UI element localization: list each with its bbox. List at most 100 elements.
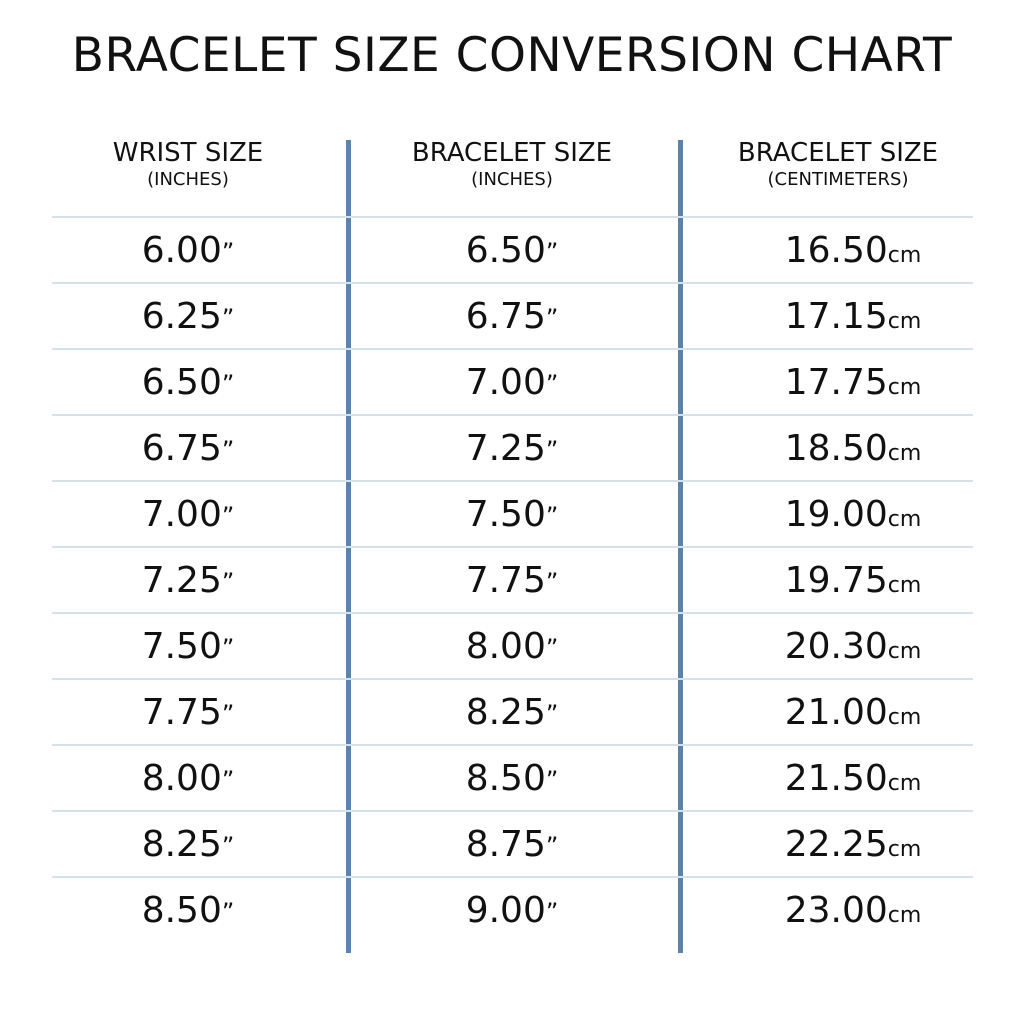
cell-value: 8.00 <box>141 758 222 799</box>
cell-unit: ” <box>221 436 235 464</box>
cell-value: 22.25 <box>784 824 888 865</box>
cell-unit: cm <box>887 375 922 400</box>
cell-unit: cm <box>887 507 922 532</box>
cell-value: 8.25 <box>141 824 222 865</box>
column-header: BRACELET SIZE (CENTIMETERS) <box>688 138 988 192</box>
cell-unit: ” <box>221 304 235 332</box>
column-header-sublabel: (INCHES) <box>147 169 229 190</box>
cell-value: 7.25 <box>465 428 546 469</box>
column-header-sublabel: (INCHES) <box>471 169 553 190</box>
cell-value: 21.00 <box>784 692 888 733</box>
row-divider <box>52 744 973 746</box>
cell-value: 7.25 <box>141 560 222 601</box>
cell-unit: ” <box>221 238 235 266</box>
row-divider <box>52 282 973 284</box>
table-cell: 21.50cm <box>693 759 1013 804</box>
table-cell: 7.25” <box>28 561 348 602</box>
row-divider <box>52 480 973 482</box>
cell-unit: cm <box>887 639 922 664</box>
cell-unit: ” <box>545 700 559 728</box>
table-cell: 6.75” <box>352 297 672 338</box>
cell-value: 7.00 <box>465 362 546 403</box>
row-divider <box>52 810 973 812</box>
cell-unit: ” <box>545 304 559 332</box>
cell-unit: ” <box>545 832 559 860</box>
cell-value: 8.25 <box>465 692 546 733</box>
cell-unit: ” <box>545 436 559 464</box>
table-cell: 7.50” <box>28 627 348 668</box>
cell-unit: ” <box>221 502 235 530</box>
cell-value: 7.50 <box>465 494 546 535</box>
row-divider <box>52 348 973 350</box>
cell-value: 7.50 <box>141 626 222 667</box>
table-cell: 8.75” <box>352 825 672 866</box>
table-cell: 23.00cm <box>693 891 1013 936</box>
column-header-label: BRACELET SIZE <box>411 138 613 168</box>
table-cell: 6.25” <box>28 297 348 338</box>
cell-value: 19.75 <box>784 560 888 601</box>
table-cell: 19.00cm <box>693 495 1013 540</box>
cell-value: 16.50 <box>784 230 888 271</box>
cell-unit: ” <box>221 370 235 398</box>
cell-value: 6.75 <box>141 428 222 469</box>
table-cell: 18.50cm <box>693 429 1013 474</box>
table-cell: 19.75cm <box>693 561 1013 606</box>
cell-value: 20.30 <box>784 626 888 667</box>
table-cell: 16.50cm <box>693 231 1013 276</box>
cell-value: 6.50 <box>141 362 222 403</box>
table-cell: 8.00” <box>352 627 672 668</box>
cell-unit: ” <box>545 238 559 266</box>
column-header-sublabel: (CENTIMETERS) <box>767 169 909 190</box>
cell-value: 6.50 <box>465 230 546 271</box>
cell-unit: ” <box>545 568 559 596</box>
table-cell: 6.50” <box>352 231 672 272</box>
cell-value: 7.75 <box>465 560 546 601</box>
cell-unit: ” <box>545 370 559 398</box>
table-cell: 7.75” <box>28 693 348 734</box>
cell-value: 7.75 <box>141 692 222 733</box>
cell-unit: cm <box>887 903 922 928</box>
table-cell: 7.00” <box>352 363 672 404</box>
cell-value: 8.50 <box>141 890 222 931</box>
table-cell: 6.50” <box>28 363 348 404</box>
cell-unit: cm <box>887 771 922 796</box>
cell-unit: cm <box>887 441 922 466</box>
cell-value: 19.00 <box>784 494 888 535</box>
row-divider <box>52 216 973 218</box>
cell-value: 6.00 <box>141 230 222 271</box>
cell-value: 17.15 <box>784 296 888 337</box>
cell-unit: ” <box>221 700 235 728</box>
cell-unit: cm <box>887 243 922 268</box>
cell-unit: ” <box>545 502 559 530</box>
table-cell: 7.75” <box>352 561 672 602</box>
cell-value: 6.25 <box>141 296 222 337</box>
row-divider <box>52 414 973 416</box>
cell-unit: ” <box>221 568 235 596</box>
cell-unit: cm <box>887 309 922 334</box>
table-cell: 7.25” <box>352 429 672 470</box>
column-header: BRACELET SIZE (INCHES) <box>362 138 662 192</box>
cell-value: 7.00 <box>141 494 222 535</box>
table-cell: 8.25” <box>352 693 672 734</box>
cell-value: 23.00 <box>784 890 888 931</box>
cell-unit: cm <box>887 837 922 862</box>
cell-value: 8.00 <box>465 626 546 667</box>
row-divider <box>52 678 973 680</box>
row-divider <box>52 612 973 614</box>
table-cell: 6.75” <box>28 429 348 470</box>
table-cell: 7.00” <box>28 495 348 536</box>
cell-unit: cm <box>887 705 922 730</box>
table-cell: 8.00” <box>28 759 348 800</box>
cell-unit: ” <box>221 832 235 860</box>
row-divider <box>52 876 973 878</box>
table-cell: 17.15cm <box>693 297 1013 342</box>
table-cell: 8.25” <box>28 825 348 866</box>
cell-unit: ” <box>545 898 559 926</box>
row-divider <box>52 546 973 548</box>
column-header: WRIST SIZE (INCHES) <box>38 138 338 192</box>
cell-unit: ” <box>221 898 235 926</box>
table-cell: 8.50” <box>28 891 348 932</box>
column-header-label: WRIST SIZE <box>112 138 264 168</box>
cell-value: 9.00 <box>465 890 546 931</box>
table-cell: 22.25cm <box>693 825 1013 870</box>
